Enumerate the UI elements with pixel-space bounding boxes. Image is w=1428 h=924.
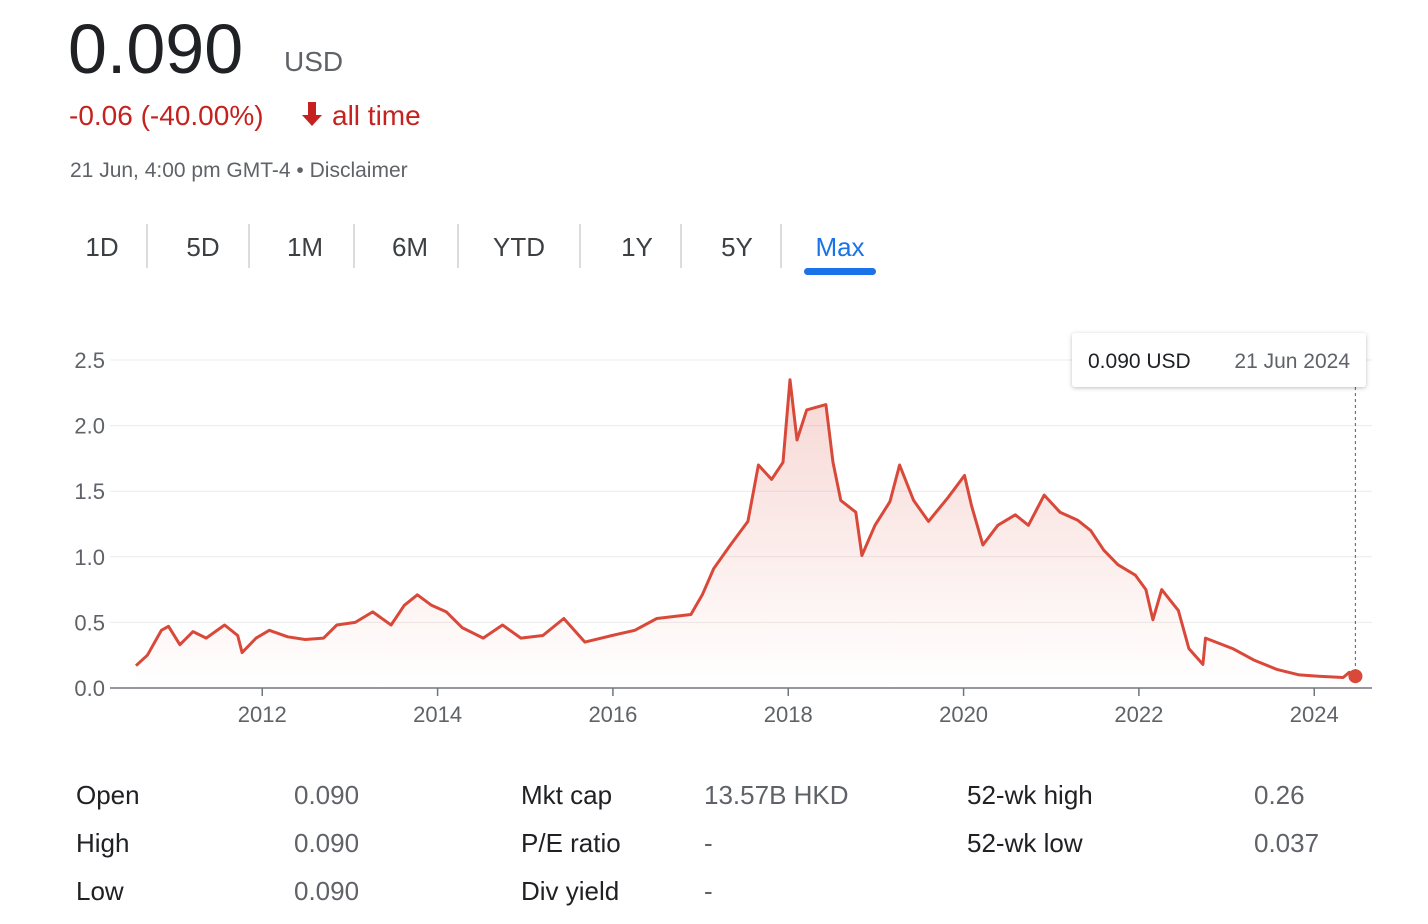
- stat-value: 13.57B HKD: [704, 780, 849, 810]
- stat-label: High: [76, 828, 129, 858]
- range-tab[interactable]: Max: [815, 232, 864, 262]
- range-tab[interactable]: 5Y: [721, 232, 753, 262]
- chart: 0.0 0.5 1.0 1.5 2.0 2.5 2012 2014 2016 2018 2020 20…: [74, 333, 1372, 727]
- stat-value: 0.037: [1254, 828, 1319, 858]
- stat-value: 0.090: [294, 828, 359, 858]
- stat-label: Open: [76, 780, 140, 810]
- range-tab[interactable]: 1Y: [621, 232, 653, 262]
- range-tab[interactable]: 1M: [287, 232, 323, 262]
- change: -0.06 (-40.00%): [69, 100, 264, 131]
- stat-value: 0.090: [294, 876, 359, 906]
- x-tick-label: 2024: [1290, 702, 1339, 727]
- stat-label: Div yield: [521, 876, 619, 906]
- tooltip-value: 0.090 USD: [1088, 350, 1191, 373]
- range-tab[interactable]: 6M: [392, 232, 428, 262]
- last-point: [1348, 669, 1363, 684]
- x-tick-label: 2018: [764, 702, 813, 727]
- range-tabs: 1D 5D 1M 6M YTD 1Y 5Y Max: [85, 224, 876, 275]
- stats: Open 0.090 High 0.090 Low 0.090 Mkt cap 13.57B …: [76, 780, 1319, 906]
- stat-value: -: [704, 828, 713, 858]
- price-line: [134, 378, 1357, 679]
- currency: USD: [284, 46, 343, 77]
- x-tick-label: 2016: [588, 702, 637, 727]
- x-tick-label: 2014: [413, 702, 462, 727]
- range-tab[interactable]: 5D: [186, 232, 219, 262]
- x-tick-label: 2022: [1114, 702, 1163, 727]
- x-tick-label: 2020: [939, 702, 988, 727]
- x-tick-label: 2012: [238, 702, 287, 727]
- y-tick-label: 1.0: [74, 545, 105, 570]
- y-tick-label: 1.5: [74, 479, 105, 504]
- active-tab-indicator: [804, 268, 876, 275]
- stat-label: 52-wk high: [967, 780, 1093, 810]
- stat-label: P/E ratio: [521, 828, 621, 858]
- y-tick-label: 0.5: [74, 610, 105, 635]
- stat-label: Mkt cap: [521, 780, 612, 810]
- tooltip-date: 21 Jun 2024: [1234, 350, 1350, 373]
- tooltip-box: [1072, 333, 1366, 387]
- range-tab[interactable]: 1D: [85, 232, 118, 262]
- period: all time: [332, 100, 421, 131]
- stat-label: 52-wk low: [967, 828, 1083, 858]
- stat-value: -: [704, 876, 713, 906]
- timestamp: 21 Jun, 4:00 pm GMT-4 • Disclaimer: [70, 159, 408, 182]
- price: 0.090: [68, 10, 243, 88]
- y-tick-label: 0.0: [74, 676, 105, 701]
- stat-value: 0.26: [1254, 780, 1305, 810]
- y-tick-label: 2.5: [74, 348, 105, 373]
- range-tab[interactable]: YTD: [493, 232, 545, 262]
- y-tick-label: 2.0: [74, 414, 105, 439]
- stat-label: Low: [76, 876, 124, 906]
- down-arrow: [302, 102, 322, 126]
- stat-value: 0.090: [294, 780, 359, 810]
